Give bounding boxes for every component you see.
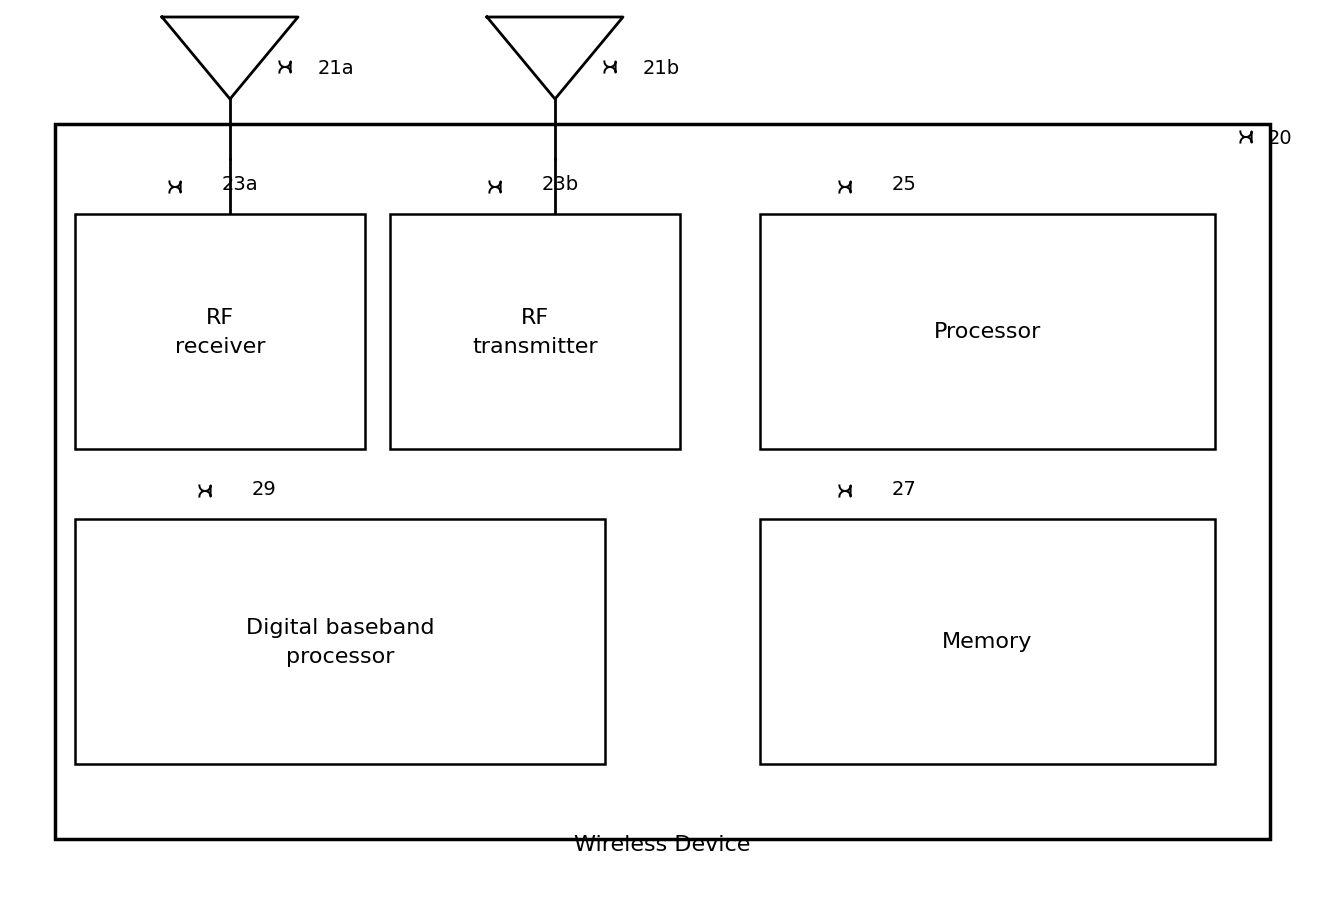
Text: 23b: 23b [542, 175, 579, 194]
Text: 29: 29 [252, 480, 277, 499]
Polygon shape [162, 18, 298, 100]
Text: RF
receiver: RF receiver [175, 307, 265, 357]
Bar [56, 125, 1269, 839]
Polygon shape [488, 18, 623, 100]
Text: 20: 20 [1268, 128, 1293, 147]
Text: Memory: Memory [942, 632, 1032, 652]
Text: Wireless Device: Wireless Device [574, 834, 750, 854]
Bar [761, 215, 1215, 450]
Text: 21b: 21b [643, 59, 680, 78]
Bar [76, 215, 364, 450]
Text: Digital baseband
processor: Digital baseband processor [245, 617, 435, 666]
Text: Processor: Processor [934, 322, 1041, 342]
Text: RF
transmitter: RF transmitter [472, 307, 598, 357]
Bar [390, 215, 680, 450]
Text: 27: 27 [892, 480, 917, 499]
Text: 23a: 23a [223, 175, 258, 194]
Text: 21a: 21a [318, 59, 355, 78]
Text: 25: 25 [892, 175, 917, 194]
Bar [76, 519, 606, 764]
Bar [761, 519, 1215, 764]
